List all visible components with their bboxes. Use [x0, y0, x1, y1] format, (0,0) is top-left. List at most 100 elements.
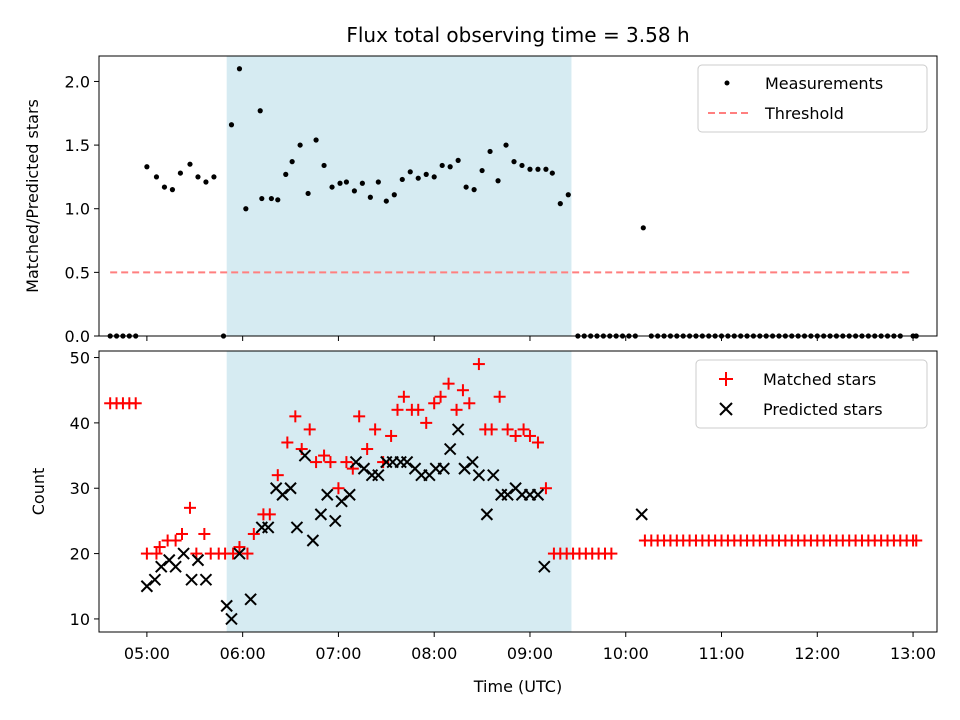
bottom-x-tick-label: 10:00 — [603, 644, 649, 663]
predicted-star-stroke — [199, 573, 213, 586]
predicted-star-point — [372, 468, 385, 482]
predicted-star-stroke — [357, 462, 371, 475]
bottom-x-tick-label: 05:00 — [124, 644, 170, 663]
measurement-point — [565, 192, 571, 198]
predicted-star-stroke — [349, 455, 363, 469]
predicted-star-stroke — [148, 573, 162, 586]
measurement-point — [463, 184, 469, 190]
predicted-star-point — [191, 553, 205, 567]
measurement-point — [153, 174, 160, 180]
matched-stars-series — [104, 358, 923, 560]
predicted-star-point — [349, 455, 363, 469]
matched-star-point — [910, 534, 923, 547]
top-plot-frame — [98, 55, 938, 337]
measurement-point — [321, 162, 327, 169]
measurement-point — [471, 187, 477, 193]
bottom-y-tick-label: 30 — [70, 479, 90, 498]
legend-measurements-marker — [724, 80, 730, 86]
measurement-point — [257, 108, 263, 114]
measurement-point — [268, 195, 274, 202]
top-legend: Measurements Threshold — [697, 64, 928, 133]
matched-star-point — [428, 397, 441, 410]
matched-star-point — [605, 547, 618, 560]
legend-predicted-marker — [719, 402, 733, 416]
predicted-star-point — [480, 508, 494, 521]
top-y-axis: 0.0 0.5 1.0 1.5 2.0 — [65, 72, 99, 346]
measurement-point — [495, 178, 501, 184]
top-x-axis — [146, 336, 914, 341]
predicted-star-point — [466, 455, 479, 469]
predicted-star-point — [443, 442, 457, 456]
predicted-star-stroke — [284, 482, 297, 495]
predicted-star-stroke — [140, 580, 154, 593]
measurement-point — [527, 166, 533, 172]
matched-star-point — [183, 501, 196, 514]
measurement-point — [640, 225, 646, 231]
measurement-point — [359, 180, 365, 186]
measurement-point — [447, 164, 453, 170]
predicted-star-stroke — [480, 508, 494, 521]
predicted-star-stroke — [451, 423, 465, 436]
predicted-star-point — [400, 455, 414, 469]
top-y-tick-label: 0.5 — [65, 263, 90, 282]
measurement-point — [343, 179, 350, 185]
top-y-axis-label: Matched/Predicted stars — [23, 99, 42, 293]
matched-star-point — [493, 390, 506, 403]
predicted-star-stroke — [531, 488, 545, 501]
matched-star-point — [169, 534, 182, 547]
predicted-star-point — [458, 462, 471, 475]
predicted-star-point — [177, 547, 190, 560]
measurement-point — [313, 137, 319, 143]
predicted-star-stroke — [443, 442, 457, 456]
predicted-star-point — [451, 423, 465, 436]
matched-star-point — [397, 390, 410, 403]
matched-star-point — [434, 390, 447, 403]
measurement-point — [228, 122, 235, 128]
bottom-x-tick-label: 13:00 — [890, 644, 936, 663]
matched-star-point — [340, 456, 353, 469]
measurement-point — [455, 157, 461, 163]
predicted-star-point — [169, 560, 182, 573]
bottom-y-axis: 10 20 30 40 50 — [70, 349, 99, 629]
predicted-star-stroke — [261, 521, 275, 534]
matched-star-point — [539, 482, 552, 495]
matched-star-point — [450, 403, 463, 416]
predicted-star-stroke — [233, 547, 246, 560]
legend-matched-label: Matched stars — [763, 370, 876, 389]
predicted-star-stroke — [466, 455, 479, 469]
predicted-star-point — [220, 599, 233, 613]
predicted-star-stroke — [472, 468, 486, 482]
measurement-point — [549, 170, 555, 176]
matched-star-point — [289, 410, 302, 423]
legend-predicted-label: Predicted stars — [763, 400, 883, 419]
matched-star-point — [442, 377, 455, 390]
predicted-star-point — [321, 488, 334, 501]
predicted-star-point — [225, 612, 238, 626]
measurement-point — [236, 66, 243, 72]
measurement-point — [557, 201, 563, 207]
top-y-tick-label: 1.5 — [65, 136, 90, 155]
predicted-star-stroke — [220, 599, 233, 613]
measurement-point — [337, 180, 343, 186]
predicted-star-stroke — [509, 482, 522, 495]
predicted-star-point — [233, 547, 246, 560]
predicted-star-point — [155, 560, 168, 573]
measurement-point — [407, 169, 413, 175]
measurement-point — [243, 206, 249, 212]
matched-star-point — [310, 456, 323, 469]
predicted-star-stroke — [458, 462, 471, 475]
matched-star-point — [456, 384, 469, 397]
matched-star-point — [472, 358, 485, 371]
measurement-point — [487, 148, 493, 155]
matched-star-point — [271, 469, 284, 482]
top-y-tick-label: 1.0 — [65, 200, 90, 219]
predicted-star-stroke — [372, 468, 385, 482]
predicted-star-stroke — [635, 508, 648, 521]
matched-star-point — [129, 397, 142, 410]
predicted-star-point — [276, 488, 289, 501]
predicted-star-point — [531, 488, 545, 501]
matched-star-point — [517, 423, 530, 436]
matched-star-point — [198, 527, 211, 540]
measurement-point — [439, 162, 445, 169]
